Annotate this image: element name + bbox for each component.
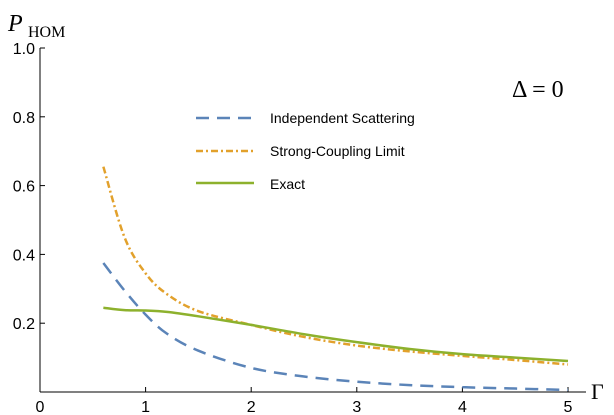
legend-label-independent: Independent Scattering <box>270 110 415 126</box>
y-tick-label: 0.8 <box>13 110 35 127</box>
y-tick-label: 0.6 <box>13 179 35 196</box>
series-line-independent-scattering <box>102 262 569 392</box>
legend-label-exact: Exact <box>270 176 305 192</box>
delta-annotation: Δ = 0 <box>512 77 564 103</box>
series-group <box>102 166 569 392</box>
y-ticks: 0.2 0.4 0.6 0.8 1.0 <box>13 41 45 333</box>
y-tick-label: 0.2 <box>13 316 35 333</box>
x-tick-label: 3 <box>352 399 361 415</box>
x-axis-label: Γ <box>591 379 604 404</box>
series-line-exact <box>103 306 569 363</box>
y-axis-label-subscript: HOM <box>28 24 65 41</box>
series-line-strong-coupling-limit <box>102 166 569 366</box>
x-tick-label: 1 <box>141 399 150 415</box>
legend: Independent Scattering Strong-Coupling L… <box>196 110 415 192</box>
x-tick-label: 2 <box>247 399 256 415</box>
y-tick-label: 1.0 <box>13 41 35 58</box>
x-tick-label: 4 <box>458 399 467 415</box>
x-tick-label: 0 <box>36 399 45 415</box>
y-tick-label: 0.4 <box>13 247 35 264</box>
legend-label-strong-coupling: Strong-Coupling Limit <box>270 143 405 159</box>
x-ticks: 0 1 2 3 4 5 <box>36 387 573 415</box>
x-tick-label: 5 <box>564 399 573 415</box>
y-axis-label: P <box>7 11 23 37</box>
